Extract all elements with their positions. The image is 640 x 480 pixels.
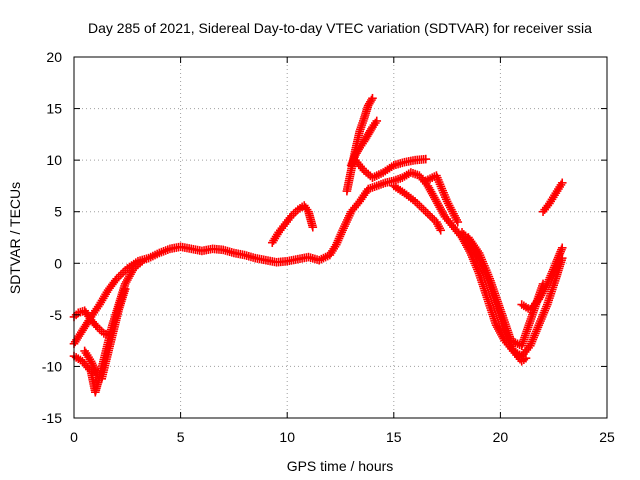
data-point	[372, 116, 382, 126]
x-tick-label: 25	[599, 429, 615, 445]
data-point	[557, 243, 567, 253]
y-tick-label: -15	[42, 410, 62, 426]
x-tick-label: 15	[386, 429, 402, 445]
series-track-9	[389, 181, 446, 235]
x-axis-label: GPS time / hours	[287, 458, 394, 474]
data-point	[521, 353, 531, 363]
x-tick-label: 0	[70, 429, 78, 445]
y-tick-label: 10	[46, 152, 62, 168]
y-axis-label: SDTVAR / TECUs	[7, 182, 23, 294]
y-tick-label: -5	[50, 307, 63, 323]
y-tick-label: 5	[54, 204, 62, 220]
x-tick-label: 5	[177, 429, 185, 445]
data-point	[557, 178, 567, 188]
data-point	[368, 93, 377, 103]
y-tick-label: 0	[54, 255, 62, 271]
x-tick-labels: 0 5 10 15 20 25	[70, 429, 615, 445]
data-points	[69, 93, 567, 397]
series-track-4	[80, 284, 130, 384]
series-track-8	[351, 154, 431, 182]
y-tick-label: 20	[46, 49, 62, 65]
series-track-5	[267, 201, 318, 247]
axis-ticks	[73, 56, 608, 419]
data-point	[137, 256, 147, 266]
series-track-14	[538, 178, 567, 217]
series-track-13	[517, 243, 567, 315]
x-tick-label: 20	[493, 429, 509, 445]
series-track-1	[69, 168, 567, 361]
data-point	[421, 154, 431, 164]
data-point	[436, 225, 446, 235]
series-track-7	[346, 116, 382, 170]
y-tick-labels: -15 -10 -5 0 5 10 15 20	[42, 49, 62, 426]
series-track-10	[421, 171, 463, 227]
data-point	[453, 217, 463, 227]
y-tick-label: 15	[46, 101, 62, 117]
data-point	[308, 222, 318, 232]
y-tick-label: -10	[42, 358, 62, 374]
data-point	[120, 284, 130, 294]
gridlines	[74, 57, 607, 418]
chart-title: Day 285 of 2021, Sidereal Day-to-day VTE…	[88, 20, 592, 36]
plot-frame	[73, 56, 608, 419]
x-tick-label: 10	[279, 429, 295, 445]
